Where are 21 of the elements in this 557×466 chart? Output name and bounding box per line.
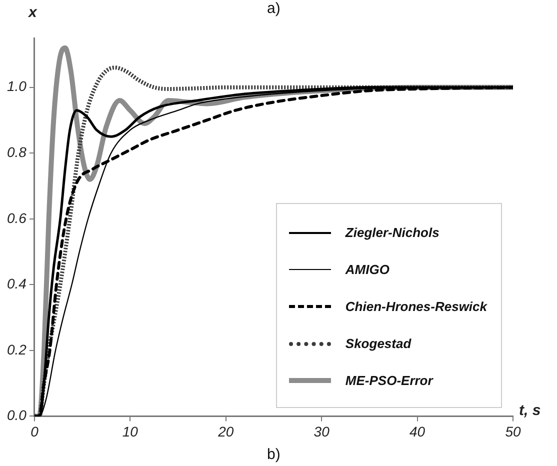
text: b) [267, 446, 280, 463]
x-tick-label: 0 [30, 423, 39, 440]
x-tick-label: 50 [505, 423, 521, 440]
x-tick-label: 40 [410, 423, 426, 440]
y-axis-title: x [28, 4, 37, 21]
y-tick-label: 1.0 [6, 78, 27, 94]
legend-label: Ziegler-Nichols [345, 225, 440, 240]
x-tick-label: 30 [314, 423, 330, 440]
y-tick-label: 0.6 [6, 210, 27, 226]
x-tick-label: 20 [217, 423, 234, 440]
legend-label: Chien-Hrones-Reswick [345, 299, 487, 314]
x-axis-title: t, s [519, 402, 541, 420]
legend-label: AMIGO [345, 262, 390, 278]
x-tick-label: 10 [122, 423, 138, 440]
y-tick-label: 0.8 [6, 144, 27, 160]
y-tick-label: 0.4 [6, 276, 27, 292]
text: a) [267, 0, 280, 17]
y-tick-label: 0.0 [6, 407, 27, 424]
y-tick-label: 0.2 [6, 341, 27, 358]
legend-label: ME-PSO-Error [345, 373, 433, 388]
legend-label: Skogestad [345, 336, 412, 352]
